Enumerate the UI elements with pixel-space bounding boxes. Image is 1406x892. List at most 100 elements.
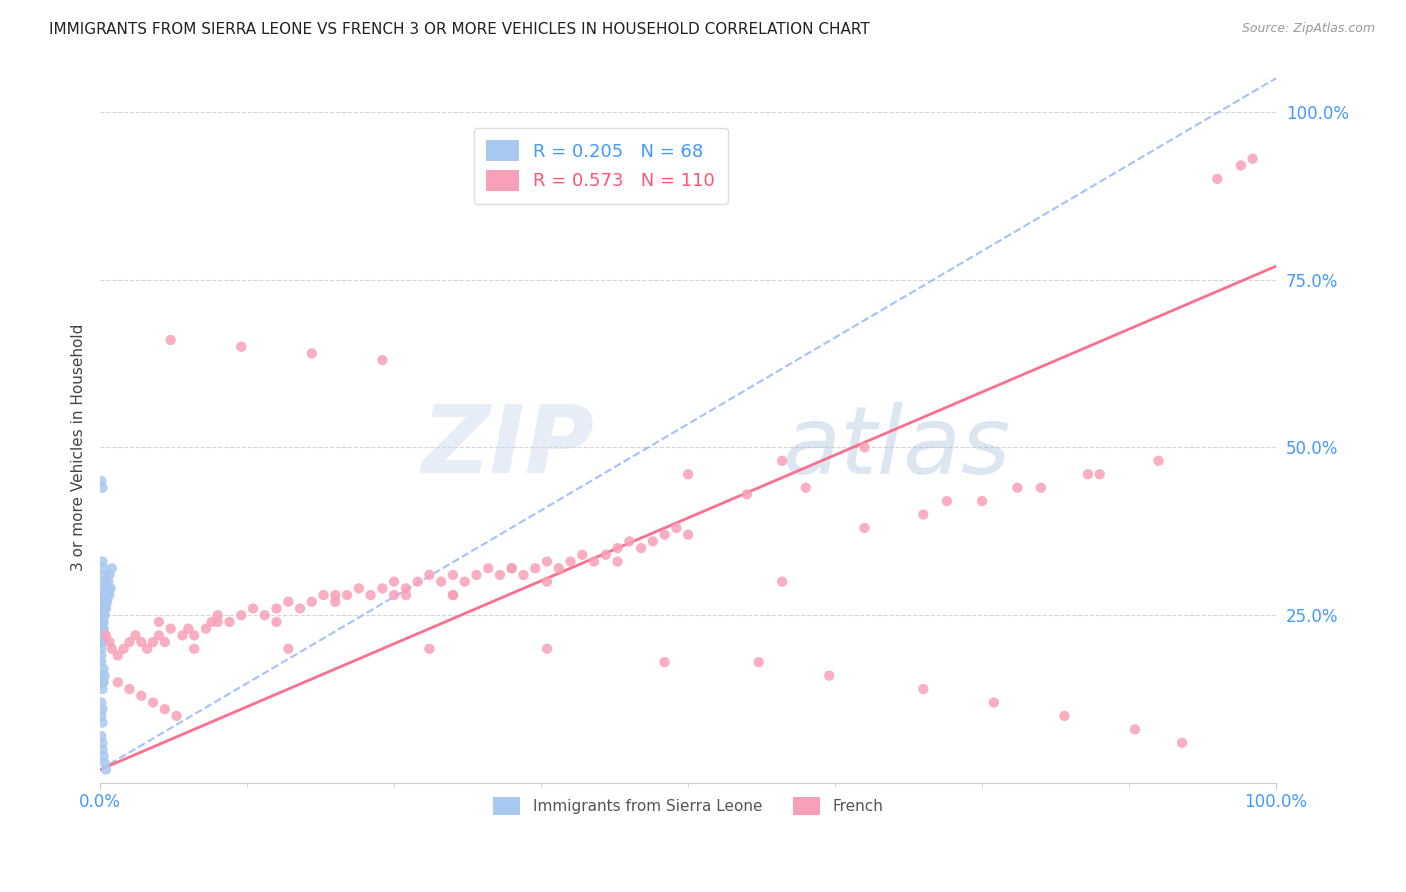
Point <box>735 487 758 501</box>
Point <box>748 655 770 669</box>
Point <box>465 568 488 582</box>
Point <box>90 622 112 636</box>
Text: ZIP: ZIP <box>422 401 595 493</box>
Y-axis label: 3 or more Vehicles in Household: 3 or more Vehicles in Household <box>72 324 86 571</box>
Point <box>1241 152 1264 166</box>
Point <box>323 588 346 602</box>
Point <box>94 582 117 596</box>
Point <box>93 574 115 589</box>
Point <box>166 709 188 723</box>
Point <box>242 601 264 615</box>
Point <box>853 441 876 455</box>
Point <box>90 641 112 656</box>
Point <box>536 574 558 589</box>
Point <box>231 608 253 623</box>
Point <box>477 561 499 575</box>
Point <box>118 681 141 696</box>
Point <box>583 555 606 569</box>
Point <box>524 561 547 575</box>
Point <box>159 622 181 636</box>
Point <box>441 568 464 582</box>
Point <box>1171 736 1194 750</box>
Point <box>148 628 170 642</box>
Point <box>94 756 117 770</box>
Text: atlas: atlas <box>782 402 1011 493</box>
Point <box>1147 454 1170 468</box>
Point <box>430 574 453 589</box>
Point <box>266 601 288 615</box>
Point <box>501 561 523 575</box>
Point <box>90 601 112 615</box>
Point <box>90 615 112 629</box>
Point <box>654 527 676 541</box>
Point <box>142 696 165 710</box>
Point <box>94 628 117 642</box>
Point <box>90 588 112 602</box>
Point <box>91 622 114 636</box>
Point <box>129 689 152 703</box>
Point <box>90 648 112 663</box>
Point <box>91 628 114 642</box>
Point <box>395 588 418 602</box>
Point <box>371 353 394 368</box>
Point <box>93 675 115 690</box>
Point <box>1029 481 1052 495</box>
Point <box>100 582 122 596</box>
Point <box>277 641 299 656</box>
Point <box>207 615 229 629</box>
Point <box>101 641 124 656</box>
Point <box>277 595 299 609</box>
Point <box>90 709 112 723</box>
Point <box>94 574 117 589</box>
Point <box>90 668 112 682</box>
Point <box>101 561 124 575</box>
Point <box>853 521 876 535</box>
Point <box>770 574 793 589</box>
Point <box>336 588 359 602</box>
Point <box>183 641 205 656</box>
Point <box>142 635 165 649</box>
Point <box>218 615 240 629</box>
Point <box>90 595 112 609</box>
Point <box>94 601 117 615</box>
Point <box>312 588 335 602</box>
Point <box>159 333 181 347</box>
Point <box>90 474 112 488</box>
Point <box>676 467 699 482</box>
Point <box>418 568 440 582</box>
Point <box>91 742 114 756</box>
Point <box>94 582 117 596</box>
Point <box>90 655 112 669</box>
Point <box>770 454 793 468</box>
Point <box>406 574 429 589</box>
Point <box>266 615 288 629</box>
Point <box>301 595 323 609</box>
Point <box>441 588 464 602</box>
Point <box>536 641 558 656</box>
Point <box>91 702 114 716</box>
Point <box>301 346 323 360</box>
Point <box>1077 467 1099 482</box>
Point <box>90 635 112 649</box>
Point <box>91 595 114 609</box>
Point <box>91 588 114 602</box>
Point <box>136 641 159 656</box>
Point <box>107 648 129 663</box>
Point <box>93 595 115 609</box>
Point <box>91 681 114 696</box>
Point <box>630 541 652 555</box>
Text: Source: ZipAtlas.com: Source: ZipAtlas.com <box>1241 22 1375 36</box>
Point <box>207 608 229 623</box>
Point <box>91 675 114 690</box>
Point <box>935 494 957 508</box>
Point <box>93 615 115 629</box>
Point <box>382 588 405 602</box>
Point <box>107 675 129 690</box>
Point <box>983 696 1005 710</box>
Point <box>172 628 194 642</box>
Point <box>323 595 346 609</box>
Point <box>177 622 200 636</box>
Point <box>453 574 475 589</box>
Point <box>560 555 582 569</box>
Point <box>98 568 121 582</box>
